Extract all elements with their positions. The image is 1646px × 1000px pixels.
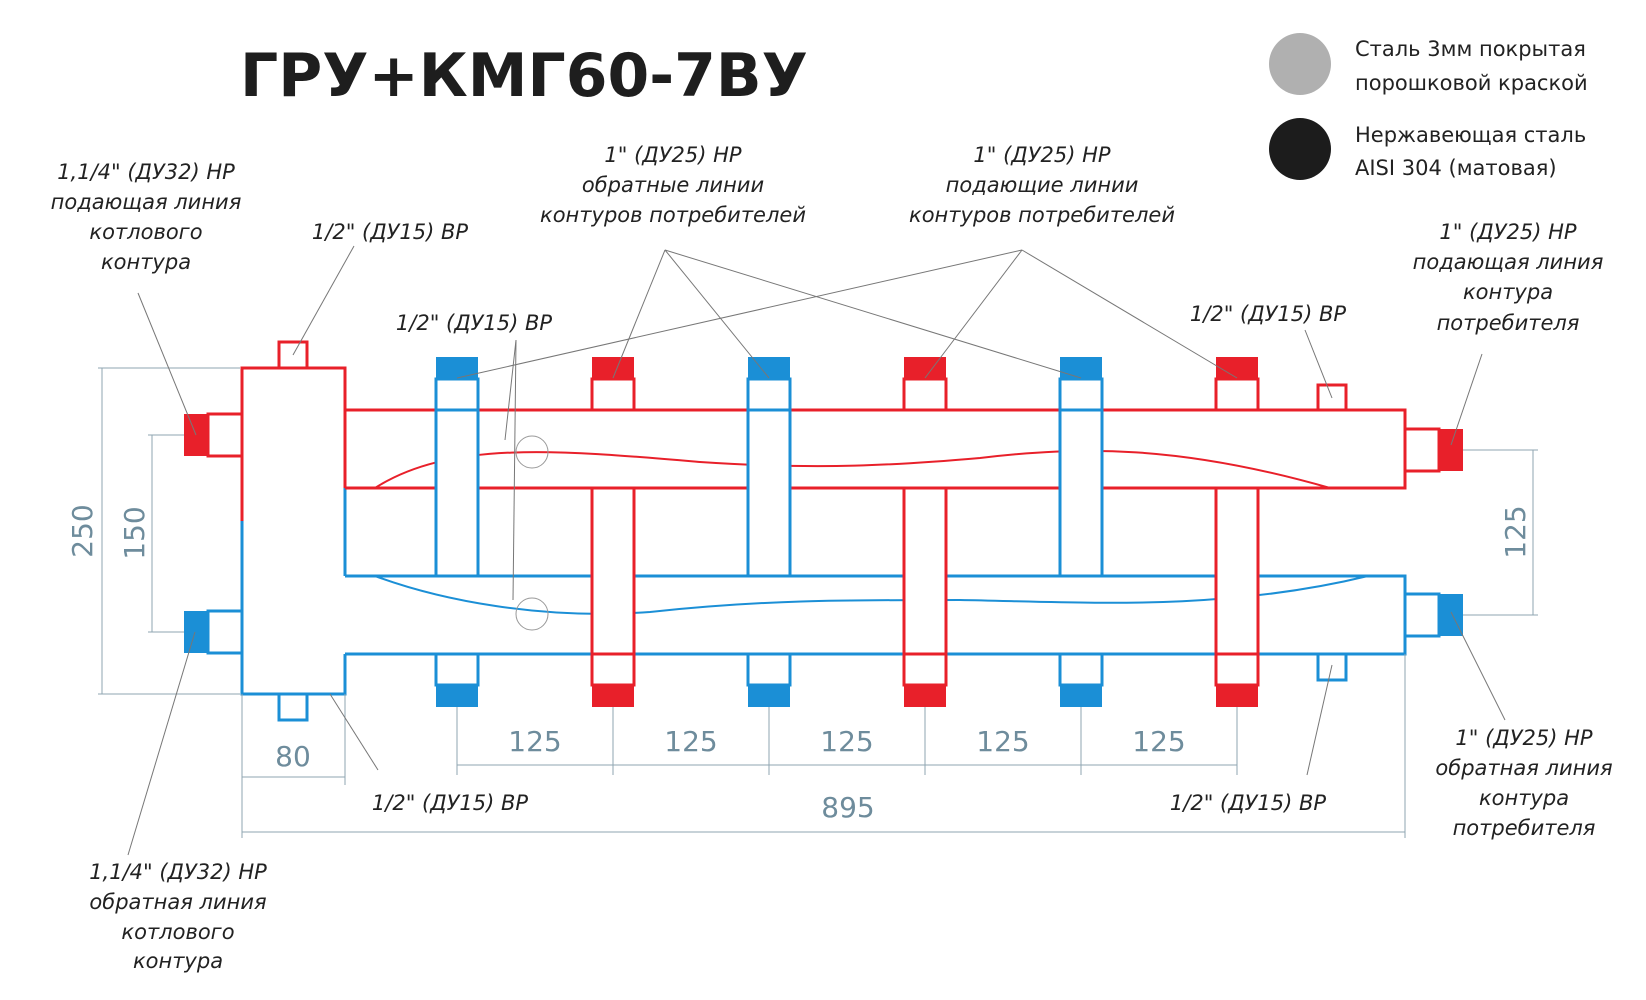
manifold-body (184, 340, 1463, 722)
label-vr-top-right: 1/2" (ДУ15) ВР (1190, 302, 1347, 326)
supply-beam (345, 408, 1407, 490)
label-returns-consumers-line1: 1" (ДУ25) НР (604, 143, 741, 167)
label-consumer-return: 1" (ДУ25) НР обратная линия контура потр… (1435, 726, 1612, 840)
dimension-spacing-2: 125 (664, 725, 717, 758)
consumer-supply-connection (1403, 427, 1463, 473)
dimension-250: 250 (66, 504, 99, 557)
label-consumer-return-line4: потребителя (1453, 816, 1596, 840)
label-consumer-supply-line1: 1" (ДУ25) НР (1439, 220, 1576, 244)
label-boiler-supply-line2: подающая линия (51, 190, 242, 214)
cross-tube-return-2 (746, 408, 792, 578)
bottom-outlet-1 (434, 652, 480, 707)
cross-tube-return-3 (1058, 408, 1104, 578)
return-partition-curve (374, 575, 1369, 615)
label-supplies-consumers-line1: 1" (ДУ25) НР (973, 143, 1110, 167)
top-outlet-5 (1058, 357, 1104, 412)
separator-bottom-port (277, 692, 309, 722)
legend-label-stainless-line2: AISI 304 (матовая) (1355, 156, 1557, 180)
top-outlet-4 (902, 357, 948, 412)
cross-tube-supply-3 (1214, 486, 1260, 656)
bottom-outlet-4 (902, 652, 948, 707)
label-boiler-return-line2: обратная линия (89, 890, 266, 914)
dimension-spacing-3: 125 (820, 725, 873, 758)
legend-swatch-stainless-steel (1269, 118, 1331, 180)
legend-label-powder-steel-line2: порошковой краской (1355, 71, 1588, 95)
label-boiler-supply: 1,1/4" (ДУ32) НР подающая линия котловог… (51, 160, 242, 274)
label-vr-bottom-left: 1/2" (ДУ15) ВР (372, 791, 529, 815)
cross-tube-supply-2 (902, 486, 948, 656)
separator-supply-half (240, 366, 347, 521)
dimension-125-right: 125 (1499, 505, 1532, 558)
leader-lines (127, 245, 1506, 856)
boiler-return-connection (184, 609, 244, 655)
legend-label-stainless-line1: Нержавеющая сталь (1355, 123, 1586, 147)
diagram-title: ГРУ+КМГ60-7ВУ (240, 41, 808, 111)
partition-marker-bottom (515, 597, 549, 631)
bottom-outlet-3 (746, 652, 792, 707)
label-boiler-supply-line1: 1,1/4" (ДУ32) НР (57, 160, 235, 184)
bottom-outlet-6 (1214, 652, 1260, 707)
label-returns-consumers-line3: контуров потребителей (540, 203, 806, 227)
legend-label-powder-steel-line1: Сталь 3мм покрытая (1355, 37, 1586, 61)
label-boiler-return-line1: 1,1/4" (ДУ32) НР (89, 860, 267, 884)
label-boiler-return: 1,1/4" (ДУ32) НР обратная линия котловог… (89, 860, 267, 973)
top-outlet-3 (746, 357, 792, 412)
bottom-outlet-5 (1058, 652, 1104, 707)
label-returns-consumers: 1" (ДУ25) НР обратные линии контуров пот… (540, 143, 806, 227)
dimension-spacing-4: 125 (976, 725, 1029, 758)
label-vr-top-left: 1/2" (ДУ15) ВР (312, 220, 469, 244)
legend-swatch-powder-steel (1269, 33, 1331, 95)
dimension-spacing-1: 125 (508, 725, 561, 758)
label-consumer-return-line3: контура (1479, 786, 1569, 810)
cross-tube-supply-1 (590, 486, 636, 656)
label-vr-mid: 1/2" (ДУ15) ВР (396, 311, 553, 335)
label-consumer-supply-line3: контура (1463, 280, 1553, 304)
top-outlet-1 (434, 357, 480, 412)
top-outlet-2 (590, 357, 636, 412)
label-consumer-supply: 1" (ДУ25) НР подающая линия контура потр… (1413, 220, 1604, 335)
separator-return-half (240, 521, 347, 696)
label-boiler-supply-line4: контура (101, 250, 191, 274)
label-consumer-return-line1: 1" (ДУ25) НР (1455, 726, 1592, 750)
dimension-lines (98, 367, 1538, 838)
top-outlet-6 (1214, 357, 1260, 412)
boiler-supply-connection (184, 412, 244, 458)
bottom-outlet-2 (590, 652, 636, 707)
label-consumer-supply-line4: потребителя (1437, 311, 1580, 335)
label-supplies-consumers-line3: контуров потребителей (909, 203, 1175, 227)
label-boiler-return-line4: контура (133, 949, 223, 973)
label-supplies-consumers: 1" (ДУ25) НР подающие линии контуров пот… (909, 143, 1175, 227)
label-supplies-consumers-line2: подающие линии (946, 173, 1139, 197)
supply-partition-curve (374, 449, 1331, 489)
dimension-150: 150 (118, 506, 151, 559)
partition-marker-top (515, 435, 549, 469)
dimension-80: 80 (275, 740, 311, 773)
label-vr-bottom-right: 1/2" (ДУ15) ВР (1170, 791, 1327, 815)
cross-tube-return-1 (434, 408, 480, 578)
dimension-895: 895 (821, 791, 874, 824)
label-boiler-supply-line3: котлового (89, 220, 202, 244)
dimension-spacing-5: 125 (1132, 725, 1185, 758)
label-consumer-supply-line2: подающая линия (1413, 250, 1604, 274)
consumer-return-connection (1403, 592, 1463, 638)
legend: Сталь 3мм покрытая порошковой краской Не… (1269, 33, 1588, 180)
label-returns-consumers-line2: обратные линии (582, 173, 764, 197)
label-boiler-return-line3: котлового (121, 920, 234, 944)
label-consumer-return-line2: обратная линия (1435, 756, 1612, 780)
